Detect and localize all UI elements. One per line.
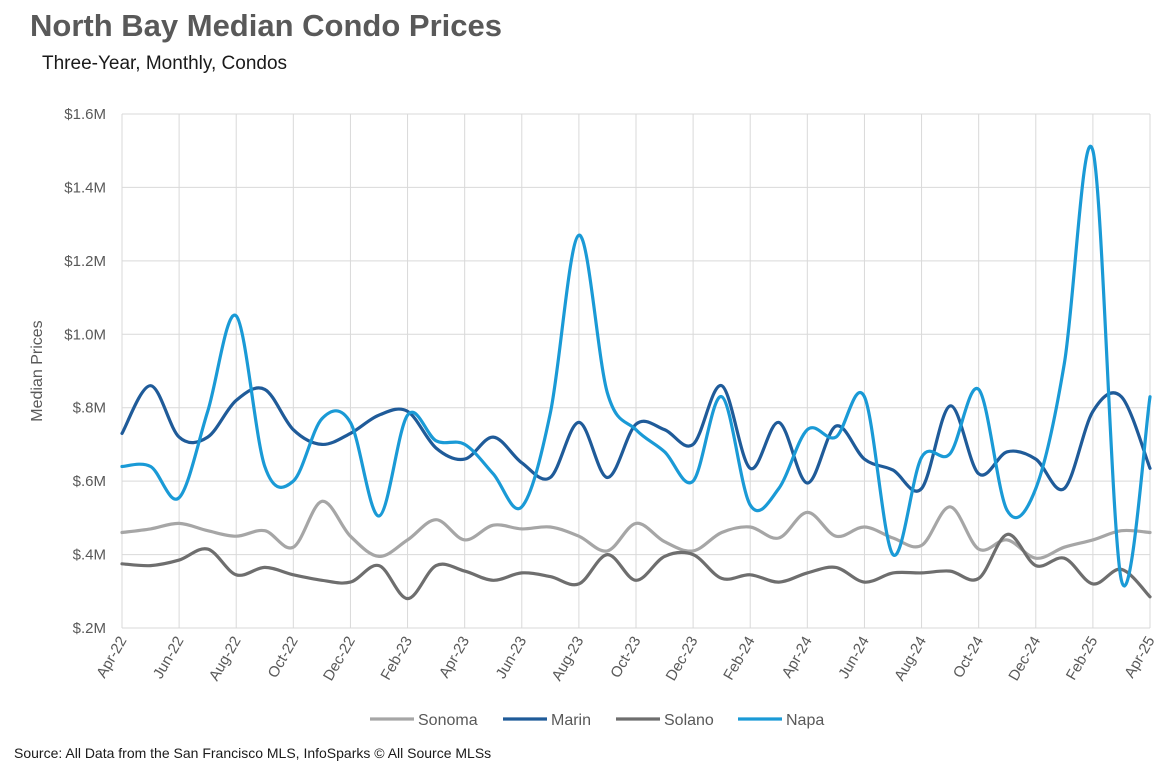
y-tick-label: $.2M (73, 620, 106, 637)
x-tick-label: Dec-24 (1005, 634, 1044, 684)
chart-subtitle: Three-Year, Monthly, Condos (42, 53, 288, 74)
x-tick-label: Oct-22 (265, 634, 302, 681)
x-tick-label: Aug-22 (206, 634, 245, 684)
y-axis: $.2M $.4M $.6M $.8M $1.0M $1.2M $1.4M $1.6M (64, 106, 106, 637)
x-tick-label: Feb-25 (1063, 634, 1101, 684)
x-tick-label: Apr-25 (1121, 634, 1158, 681)
y-tick-label: $.6M (73, 473, 106, 490)
chart-title: North Bay Median Condo Prices (30, 8, 502, 43)
x-axis: Apr-22 Jun-22 Aug-22 Oct-22 Dec-22 Feb-23 Apr-… (93, 634, 1158, 684)
x-tick-label: Oct-24 (950, 634, 987, 681)
source-note: Source: All Data from the San Francisco … (14, 745, 492, 761)
y-tick-label: $1.4M (64, 179, 106, 196)
x-tick-label: Jun-22 (150, 634, 188, 682)
grid-lines (121, 113, 1151, 629)
x-tick-label: Jun-24 (835, 634, 873, 682)
series-line-solano (120, 532, 1152, 601)
legend-label-marin: Marin (551, 712, 591, 729)
x-tick-label: Aug-23 (548, 634, 587, 684)
series-line-napa (120, 145, 1152, 588)
x-tick-label: Feb-24 (720, 634, 758, 684)
x-tick-label: Apr-24 (779, 634, 816, 681)
series-line-marin (120, 384, 1152, 493)
series-lines (120, 145, 1152, 601)
y-tick-label: $.4M (73, 547, 106, 564)
y-tick-label: $.8M (73, 400, 106, 417)
x-tick-label: Feb-23 (378, 634, 416, 684)
x-tick-label: Apr-22 (93, 634, 130, 681)
y-axis-title: Median Prices (29, 320, 46, 421)
x-tick-label: Apr-23 (436, 634, 473, 681)
y-tick-label: $1.2M (64, 253, 106, 270)
legend-label-sonoma: Sonoma (418, 712, 478, 729)
series-line-sonoma (120, 499, 1152, 560)
y-tick-label: $1.6M (64, 106, 106, 123)
x-tick-label: Dec-23 (663, 634, 702, 684)
x-tick-label: Oct-23 (607, 634, 644, 681)
x-tick-label: Aug-24 (891, 634, 930, 684)
legend: Sonoma Marin Solano Napa (370, 712, 824, 729)
x-tick-label: Dec-22 (320, 634, 359, 684)
x-tick-label: Jun-23 (493, 634, 531, 682)
y-tick-label: $1.0M (64, 326, 106, 343)
legend-label-solano: Solano (664, 712, 714, 729)
legend-label-napa: Napa (786, 712, 824, 729)
